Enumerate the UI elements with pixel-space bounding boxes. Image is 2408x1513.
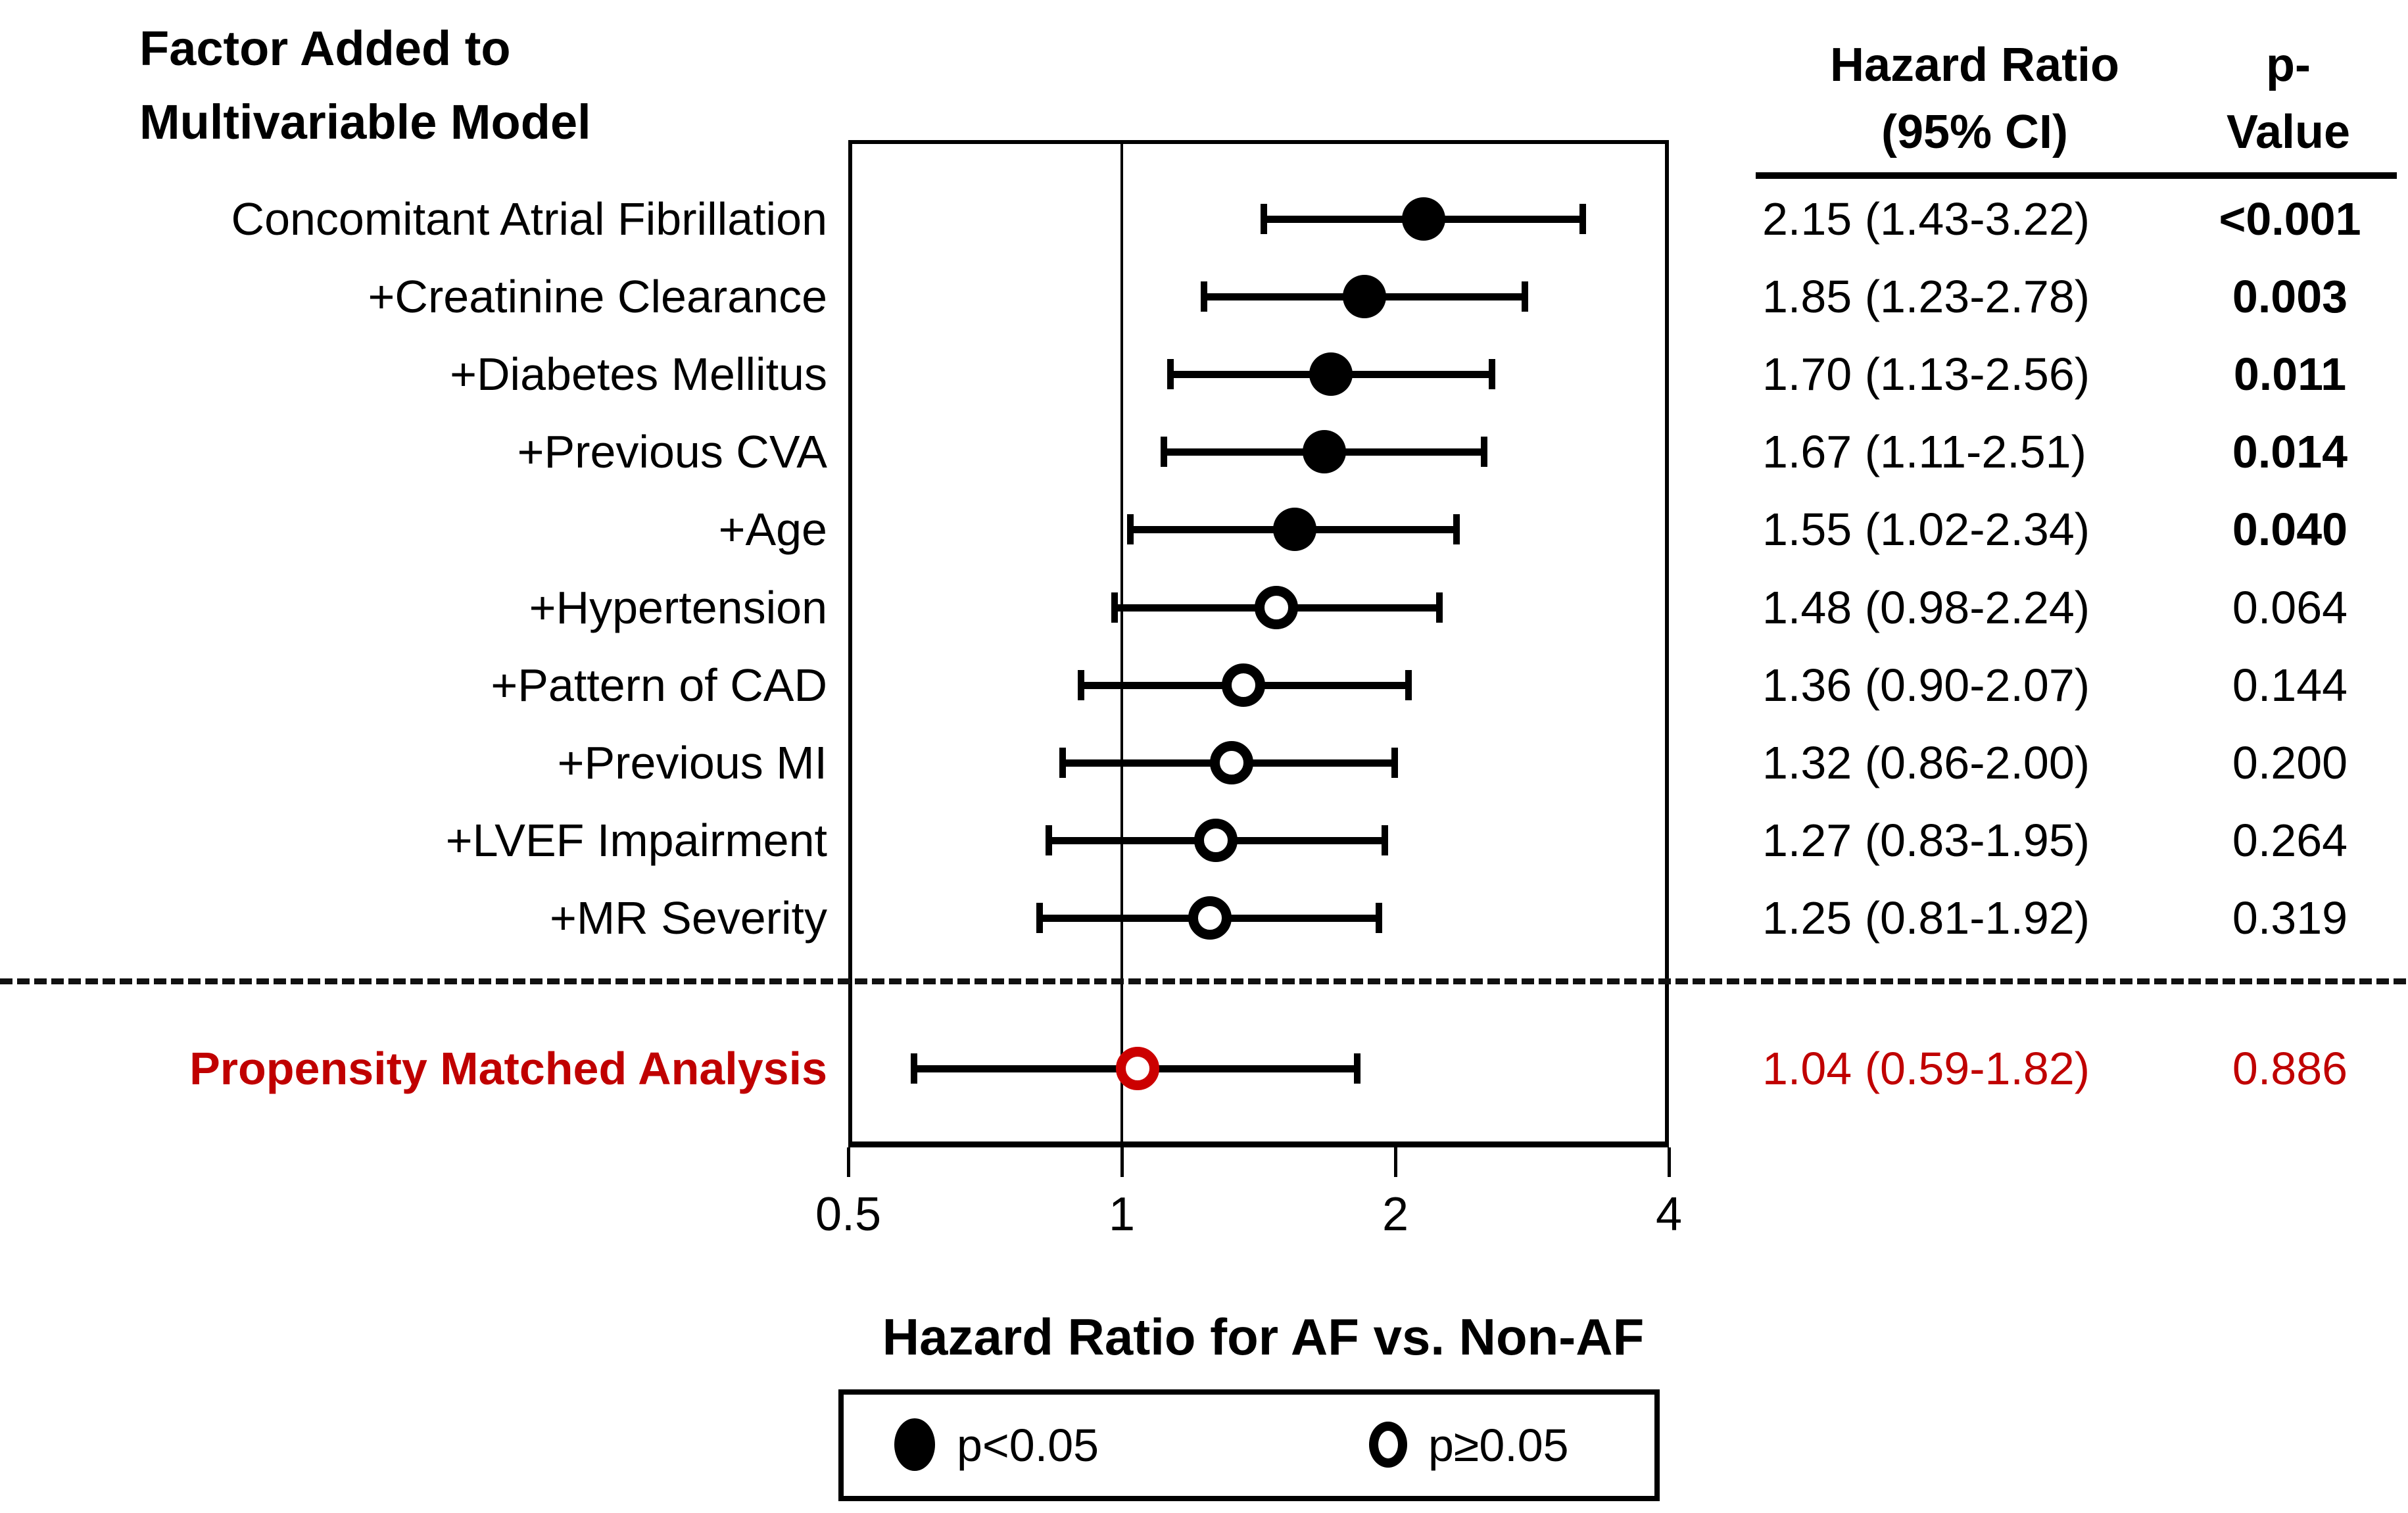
forest-row-label: Propensity Matched Analysis [189,1043,827,1094]
x-axis-tick [1394,1147,1397,1177]
hr-ci-value: 1.36 (0.90-2.07) [1762,659,2090,711]
ci-cap-right [1375,902,1382,933]
p-value: 0.011 [2233,348,2347,400]
legend-open-label: p≥0.05 [1428,1420,1569,1471]
p-value: 0.064 [2232,581,2348,633]
p-value: 0.040 [2232,504,2348,556]
row-column-header-line1: Factor Added to [139,21,511,76]
forest-row-label: +Previous MI [557,736,827,788]
hr-ci-value: 1.04 (0.59-1.82) [1762,1043,2090,1094]
ci-cap-left [1201,281,1208,312]
ci-cap-left [911,1053,918,1084]
table-header-underline [1756,172,2397,179]
p-value-column-header: p- Value [2190,32,2387,166]
ci-cap-right [1521,281,1528,312]
hr-point-marker [1188,896,1232,940]
legend-filled-circle-icon [894,1418,935,1471]
hr-ci-value: 1.32 (0.86-2.00) [1762,736,2090,788]
hr-point-marker [1302,430,1346,474]
p-value: 0.264 [2232,814,2348,866]
hr-ci-value: 1.70 (1.13-2.56) [1762,348,2090,400]
ci-cap-left [1036,902,1043,933]
forest-row-label: +MR Severity [549,892,827,944]
p-value: <0.001 [2219,193,2361,245]
hr-ci-value: 1.48 (0.98-2.24) [1762,581,2090,633]
ci-cap-right [1453,514,1460,545]
forest-row-label: +LVEF Impairment [445,814,827,866]
forest-row-label: +Hypertension [529,581,827,633]
p-value: 0.003 [2232,271,2348,323]
p-value: 0.014 [2232,426,2348,478]
hr-ci-value: 1.55 (1.02-2.34) [1762,504,2090,556]
p-value: 0.886 [2232,1043,2348,1094]
row-column-header-line2: Multivariable Model [139,95,591,149]
hr-point-marker [1273,508,1317,552]
hr-point-marker [1343,275,1387,319]
hr-point-marker [1402,197,1446,241]
row-column-header: Factor Added to Multivariable Model [139,12,863,159]
p-value-header-line2: Value [2226,106,2351,158]
x-tick-label: 1 [1108,1188,1136,1241]
ci-cap-left [1046,825,1053,855]
legend-box [838,1389,1660,1501]
ci-cap-right [1405,669,1412,700]
ci-cap-right [1391,747,1398,778]
hr-point-marker [1221,663,1265,707]
forest-row-label: +Previous CVA [517,426,827,478]
hr-point-marker [1255,585,1299,629]
hr-point-marker [1209,740,1253,784]
hr-ci-value: 1.25 (0.81-1.92) [1762,892,2090,944]
ci-cap-right [1436,592,1443,623]
ci-cap-left [1059,747,1067,778]
p-value: 0.144 [2232,659,2348,711]
ci-cap-right [1489,359,1496,390]
dashed-separator-line [0,978,2408,984]
ci-cap-left [1160,437,1167,468]
legend-filled-label: p<0.05 [957,1420,1099,1471]
p-value: 0.200 [2232,736,2348,788]
hr-ci-value: 1.85 (1.23-2.78) [1762,271,2090,323]
hr-point-marker [1115,1047,1159,1090]
hr-point-marker [1194,818,1238,862]
p-value-header-line1: p- [2266,39,2311,91]
p-value: 0.319 [2232,892,2348,944]
reference-line-hr1 [1120,144,1123,1145]
forest-row-label: +Pattern of CAD [491,659,827,711]
hazard-ratio-header-line1: Hazard Ratio [1829,39,2120,91]
x-axis-tick [1120,1147,1124,1177]
hazard-ratio-column-header: Hazard Ratio (95% CI) [1745,32,2205,166]
ci-cap-right [1481,437,1488,468]
x-axis-tick [847,1147,850,1177]
x-tick-label: 0.5 [815,1188,882,1241]
hr-ci-value: 2.15 (1.43-3.22) [1762,193,2090,245]
hr-ci-value: 1.27 (0.83-1.95) [1762,814,2090,866]
ci-cap-left [1167,359,1174,390]
ci-cap-left [1111,592,1118,623]
x-tick-label: 4 [1655,1188,1683,1241]
forest-row-label: Concomitant Atrial Fibrillation [231,193,827,245]
legend-open-circle-icon [1369,1422,1407,1468]
forest-row-label: +Age [718,504,827,556]
ci-cap-right [1354,1053,1361,1084]
ci-cap-right [1579,204,1586,234]
forest-row-label: +Creatinine Clearance [368,271,827,323]
hr-ci-value: 1.67 (1.11-2.51) [1762,426,2086,478]
hazard-ratio-header-line2: (95% CI) [1881,106,2069,158]
plot-box [848,140,1669,1147]
x-axis-title: Hazard Ratio for AF vs. Non-AF [882,1308,1645,1366]
ci-cap-right [1381,825,1388,855]
forest-row-label: +Diabetes Mellitus [450,348,827,400]
x-tick-label: 2 [1382,1188,1409,1241]
x-axis-tick [1668,1147,1671,1177]
ci-cap-left [1260,204,1267,234]
ci-cap-left [1126,514,1134,545]
ci-cap-left [1077,669,1084,700]
hr-point-marker [1309,352,1353,396]
